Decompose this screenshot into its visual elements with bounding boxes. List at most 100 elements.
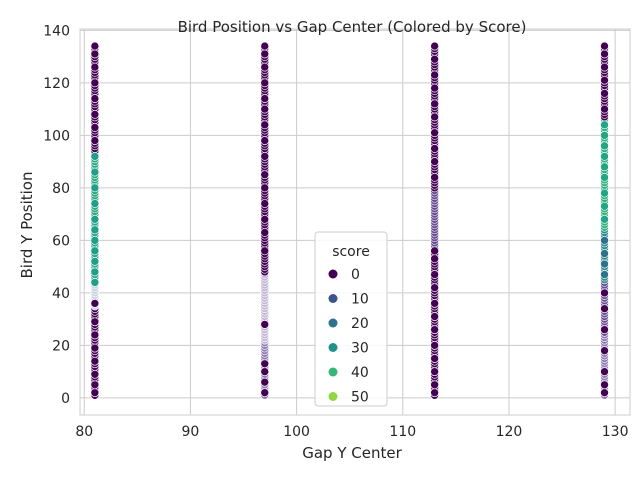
scatter-point [430, 270, 439, 279]
scatter-point [600, 131, 609, 140]
legend-label: 50 [351, 390, 369, 406]
scatter-point [260, 94, 270, 103]
legend-marker [328, 392, 338, 401]
scatter-point [430, 341, 439, 350]
y-tick-label: 140 [43, 23, 70, 39]
scatter-point [260, 78, 270, 88]
scatter-point [90, 356, 100, 366]
legend-marker [328, 367, 338, 377]
scatter-point [600, 325, 609, 334]
scatter-point [90, 49, 100, 59]
scatter-point [430, 144, 439, 153]
legend-marker [328, 343, 338, 352]
y-tick-label: 60 [52, 233, 70, 249]
scatter-point [90, 123, 100, 132]
scatter-point [90, 369, 100, 379]
data-points [90, 41, 609, 400]
y-tick-label: 0 [61, 391, 70, 407]
legend-label: 30 [351, 341, 369, 357]
scatter-point [600, 49, 609, 59]
scatter-point [260, 199, 270, 208]
legend-label: 40 [351, 365, 369, 381]
scatter-point [600, 270, 609, 279]
scatter-point [90, 388, 100, 397]
scatter-point [260, 41, 270, 51]
scatter-point [430, 312, 439, 321]
scatter-point [90, 257, 100, 266]
scatter-point [430, 367, 439, 376]
x-tick-label: 130 [602, 424, 629, 440]
scatter-point [90, 236, 100, 245]
scatter-point [430, 354, 439, 363]
scatter-point [600, 62, 609, 72]
scatter-point [260, 359, 270, 369]
scatter-point [260, 377, 270, 387]
scatter-point [600, 249, 609, 258]
scatter-point [90, 225, 100, 235]
scatter-point [260, 152, 270, 161]
scatter-point [90, 62, 100, 72]
scatter-point [600, 104, 609, 114]
legend-marker [328, 294, 338, 303]
scatter-point [430, 112, 439, 122]
scatter-point [90, 78, 100, 88]
scatter-point [90, 94, 100, 103]
scatter-point [430, 254, 439, 264]
scatter-point [600, 380, 609, 390]
scatter-point [600, 388, 609, 397]
scatter-point [430, 325, 439, 334]
scatter-point [600, 188, 609, 198]
scatter-point [430, 41, 439, 51]
scatter-point [90, 317, 100, 327]
scatter-point [90, 278, 100, 287]
legend-title: score [332, 244, 370, 260]
scatter-point [430, 246, 439, 256]
scatter-point [430, 128, 439, 138]
scatter-point [90, 215, 100, 224]
scatter-point [430, 299, 439, 308]
scatter-point [600, 152, 609, 161]
legend: score 0 10 20 30 40 50 [314, 231, 388, 407]
scatter-point [90, 167, 100, 177]
y-tick-label: 120 [43, 76, 70, 92]
scatter-point [600, 141, 609, 151]
scatter-point [600, 236, 609, 245]
scatter-point [430, 99, 439, 109]
y-tick-label: 80 [52, 181, 70, 197]
x-tick-label: 90 [182, 424, 200, 440]
scatter-point [90, 246, 100, 256]
scatter-point [600, 259, 609, 269]
scatter-point [600, 201, 609, 211]
scatter-point [600, 162, 609, 172]
y-tick-labels: 0 20 40 60 80 100 120 140 [43, 23, 70, 407]
x-tick-label: 110 [389, 424, 416, 440]
scatter-point [600, 215, 609, 224]
scatter-point [260, 120, 270, 130]
scatter-point [260, 388, 270, 397]
x-tick-labels: 80 90 100 110 120 130 [75, 424, 628, 440]
scatter-point [90, 41, 100, 51]
legend-label: 10 [351, 292, 369, 308]
scatter-point [600, 75, 609, 85]
legend-marker [328, 269, 338, 279]
scatter-point [260, 136, 270, 145]
scatter-point [90, 380, 100, 390]
scatter-point [430, 70, 439, 80]
scatter-point [600, 41, 609, 51]
scatter-point [260, 228, 270, 237]
scatter-point [90, 199, 100, 208]
scatter-point [430, 54, 439, 64]
scatter-point [600, 367, 609, 376]
x-tick-label: 120 [496, 424, 523, 440]
legend-label: 0 [351, 267, 360, 283]
legend-marker [328, 318, 338, 328]
scatter-point [90, 267, 100, 277]
scatter-point [90, 110, 100, 119]
y-tick-label: 40 [52, 286, 70, 302]
x-tick-label: 80 [75, 424, 93, 440]
scatter-point [430, 83, 439, 93]
scatter-point [430, 283, 439, 292]
scatter-point [90, 152, 100, 161]
y-axis-label: Bird Y Position [18, 172, 36, 279]
scatter-point [260, 183, 270, 193]
